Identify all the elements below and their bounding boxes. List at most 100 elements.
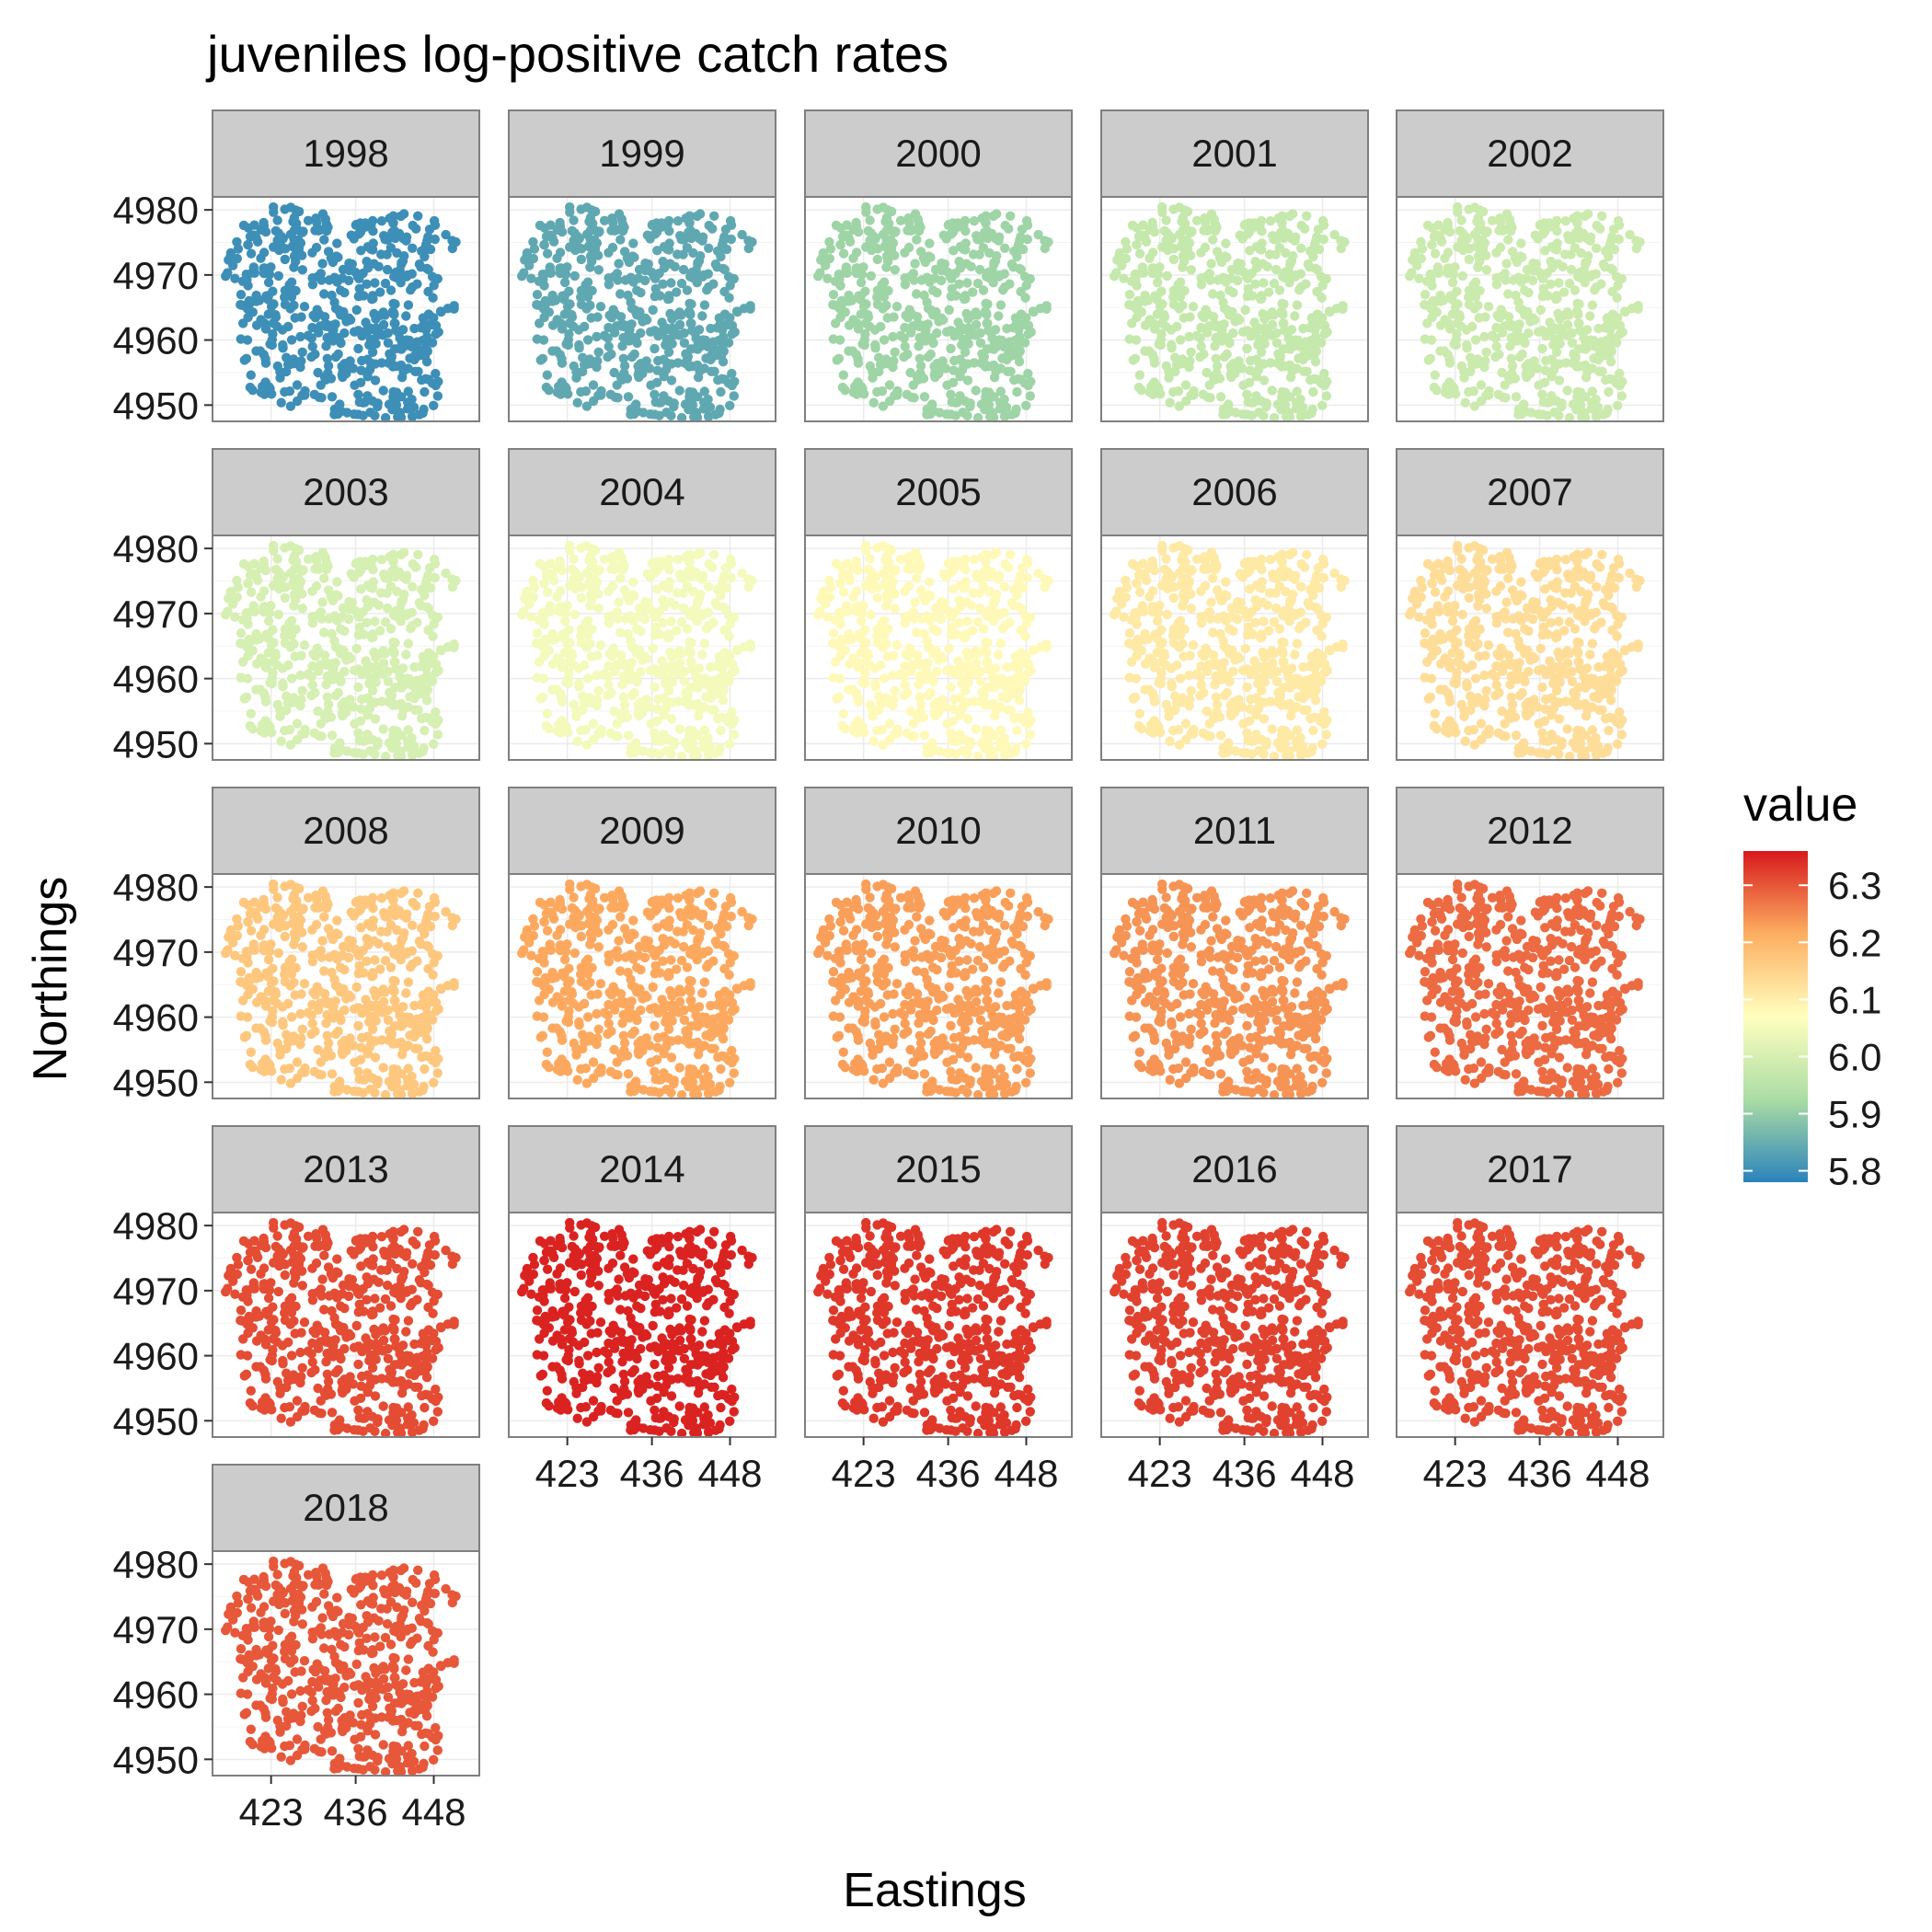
data-point [596,724,606,735]
data-point [280,592,290,604]
data-point [915,585,926,595]
data-point [683,213,693,224]
data-point [1173,280,1183,290]
data-point [276,736,286,746]
data-point [654,749,664,759]
data-point [699,300,710,310]
data-point [1517,408,1527,420]
data-point [1287,209,1298,219]
data-point [1121,244,1133,254]
data-point [416,688,426,699]
data-point [1416,236,1426,247]
data-point [648,643,658,654]
data-point [1259,278,1269,288]
data-point [870,339,880,351]
data-point [655,291,665,301]
data-point [1169,244,1179,254]
data-point [729,730,739,740]
data-point [984,247,995,259]
data-point [1503,289,1513,299]
data-point [1615,329,1625,339]
data-point [727,668,737,678]
data-point [737,229,747,240]
data-point [650,682,660,693]
data-point [685,657,696,667]
data-point [932,328,942,339]
data-point [357,330,367,341]
data-point [1555,339,1565,349]
data-point [1179,651,1189,661]
facet-strip-label: 2001 [1191,132,1277,175]
data-point [1006,549,1016,559]
data-point [307,586,317,596]
data-point [1469,202,1480,213]
data-point [1312,232,1322,242]
data-point [362,391,373,401]
data-point [564,625,574,635]
panel-points [517,540,757,762]
data-point [297,227,307,237]
data-point [704,411,714,421]
data-point [1175,673,1186,684]
data-point [1219,351,1230,362]
data-point [341,368,351,379]
data-point [385,285,397,295]
data-point [1592,220,1602,231]
data-point [1570,285,1581,295]
data-point [835,619,845,629]
data-point [607,309,617,319]
data-point [1602,408,1612,419]
data-point [1189,385,1199,397]
data-point [334,305,344,316]
data-point [981,699,992,709]
data-point [691,333,701,343]
data-point [1447,277,1458,288]
data-point [1604,240,1616,250]
data-point [969,216,980,226]
data-point [1612,293,1622,303]
data-point [831,318,841,328]
data-point [1218,272,1228,282]
data-point [661,358,673,368]
data-point [982,309,992,320]
data-point [349,409,359,420]
data-point [256,253,266,263]
data-point [565,546,575,556]
data-point [963,339,973,349]
data-point [908,224,918,235]
data-point [1593,323,1604,334]
data-point [1298,323,1308,334]
data-point [532,673,542,683]
data-point [948,566,959,576]
data-point [972,412,983,423]
data-point [353,343,363,354]
data-point [859,673,869,684]
data-point [1562,319,1573,330]
y-tick-label: 4970 [113,254,199,297]
data-point [1460,397,1470,408]
data-point [926,401,937,411]
data-point [422,671,432,681]
data-point [1124,334,1135,344]
data-point [367,215,378,226]
data-point [713,713,723,724]
data-point [1305,350,1316,361]
data-point [1167,678,1177,689]
data-point [992,251,1002,261]
data-point [919,290,929,301]
data-point [1235,569,1246,579]
data-point [1214,374,1225,384]
data-point [358,410,368,420]
y-tick-label: 4970 [113,592,199,636]
data-point [311,552,321,562]
data-point [574,339,584,351]
data-point [376,555,387,565]
data-point [1041,639,1052,650]
data-point [593,347,604,357]
data-point [940,363,951,374]
data-point [716,386,726,397]
data-point [627,351,638,362]
data-point [1435,346,1445,356]
data-point [321,658,331,668]
